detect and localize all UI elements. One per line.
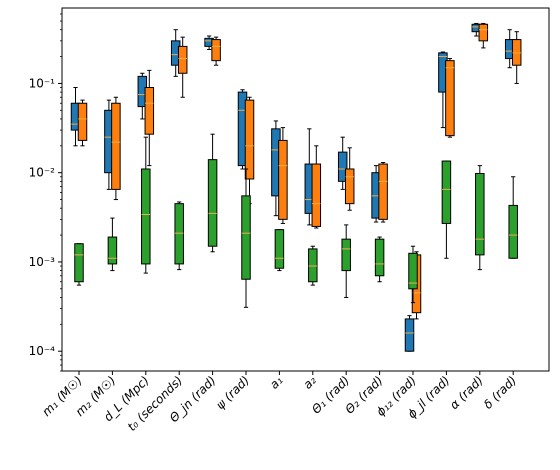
- box-body: [74, 243, 84, 283]
- y-tick-label: 10⁻⁴: [29, 344, 56, 358]
- box-1-12: [478, 22, 489, 49]
- y-tick-label: 10⁻³: [29, 255, 56, 269]
- box-1-9: [378, 162, 388, 223]
- box-body: [278, 139, 288, 220]
- box-body: [404, 318, 415, 352]
- box-2-4: [207, 133, 218, 253]
- box-body: [241, 195, 251, 280]
- plot-frame: [61, 7, 550, 372]
- box-2-1: [107, 217, 118, 272]
- y-tick-label: 10⁻²: [29, 166, 56, 180]
- box-1-7: [311, 145, 322, 229]
- box-body: [408, 252, 418, 290]
- boxes-layer: [70, 22, 522, 352]
- box-body: [111, 102, 121, 190]
- box-body: [374, 238, 385, 277]
- box-1-2: [144, 69, 155, 167]
- box-2-11: [441, 160, 452, 259]
- box-body: [107, 236, 118, 265]
- box-1-13: [511, 31, 522, 84]
- box-body: [441, 160, 452, 224]
- box-1-8: [344, 147, 355, 211]
- box-2-5: [241, 168, 251, 308]
- box-1-6: [278, 127, 288, 224]
- box-body: [244, 99, 255, 180]
- box-body: [508, 204, 518, 259]
- box-1-11: [445, 58, 455, 138]
- box-1-4: [211, 36, 221, 66]
- box-body: [77, 102, 88, 141]
- box-body: [207, 159, 218, 247]
- box-body: [311, 163, 322, 227]
- box-0-8: [337, 136, 348, 190]
- box-2-13: [508, 176, 518, 259]
- box-body: [344, 168, 355, 205]
- box-1-1: [111, 96, 121, 201]
- box-body: [445, 60, 455, 137]
- box-1-0: [77, 99, 88, 147]
- y-tick-label: 10⁻¹: [29, 76, 56, 90]
- box-0-10: [404, 315, 415, 352]
- box-2-0: [74, 243, 84, 286]
- box-body: [341, 238, 351, 272]
- box-body: [274, 229, 285, 269]
- box-body: [211, 39, 221, 62]
- box-2-8: [341, 224, 351, 298]
- box-body: [478, 23, 489, 42]
- box-body: [308, 248, 318, 283]
- box-body: [174, 203, 184, 265]
- box-2-2: [141, 136, 151, 274]
- box-1-3: [177, 36, 188, 98]
- box-2-3: [174, 201, 184, 271]
- box-body: [177, 45, 188, 74]
- box-body: [378, 163, 388, 220]
- box-2-10: [408, 245, 418, 304]
- box-2-6: [274, 229, 285, 272]
- box-body: [475, 172, 485, 256]
- box-body: [141, 168, 151, 265]
- box-body: [337, 151, 348, 182]
- box-2-12: [475, 165, 485, 271]
- box-2-7: [308, 245, 318, 286]
- box-body: [144, 87, 155, 135]
- box-2-9: [374, 236, 385, 283]
